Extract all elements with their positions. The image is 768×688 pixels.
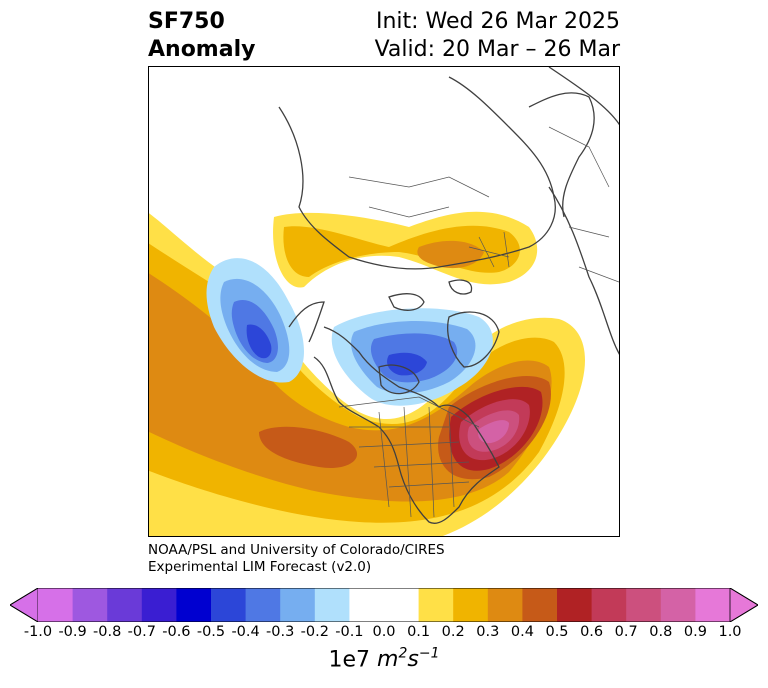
colorbar-tick-labels: -1.0 -0.9 -0.8 -0.7 -0.6 -0.5 -0.4 -0.3 -0.2 -0.1…: [0, 624, 768, 644]
colorbar-tick-label: 0.6: [580, 624, 604, 640]
colorbar-segment: [314, 588, 350, 622]
units-s: s: [407, 647, 419, 673]
colorbar-tick-label: -0.9: [58, 624, 87, 640]
colorbar-units: 1e7 m2s−1: [0, 646, 768, 672]
colorbar-tick-label: -0.3: [266, 624, 295, 640]
colorbar-tick-label: 0.2: [441, 624, 465, 640]
colorbar-segment: [384, 588, 420, 622]
colorbar-segment: [38, 588, 74, 622]
colorbar-segment: [695, 588, 731, 622]
political-borders: [338, 126, 619, 518]
colorbar-tick-label: -0.5: [196, 624, 226, 640]
map-title-left: SF750 Anomaly: [148, 8, 255, 64]
title-init-date: Init: Wed 26 Mar 2025: [375, 9, 620, 34]
colorbar-tick-label: -0.1: [335, 624, 364, 640]
colorbar-tick-label: 0.1: [407, 624, 431, 640]
colorbar-tick-label: 0.5: [545, 624, 569, 640]
colorbar: [10, 588, 758, 622]
colorbar-segment: [453, 588, 489, 622]
negative-anomaly-pacific: [206, 258, 304, 383]
colorbar-segment: [245, 588, 281, 622]
colorbar-tick-label: 0.4: [510, 624, 534, 640]
units-m-exponent: 2: [398, 646, 408, 662]
colorbar-segment: [522, 588, 558, 622]
map-title-right: Init: Wed 26 Mar 2025 Valid: 20 Mar – 26…: [375, 8, 620, 64]
colorbar-segment: [211, 588, 247, 622]
colorbar-max-extend-arrow: [729, 588, 758, 622]
colorbar-min-extend-arrow: [10, 588, 39, 622]
colorbar-tick-label: 0.0: [372, 624, 396, 640]
title-anomaly: Anomaly: [148, 37, 256, 62]
credit-line-2: Experimental LIM Forecast (v2.0): [148, 559, 372, 575]
units-prefix: 1e7: [328, 647, 378, 673]
colorbar-tick-label: -0.4: [231, 624, 260, 640]
colorbar-segment: [280, 588, 316, 622]
units-m: m: [377, 647, 399, 673]
coastlines: [278, 67, 619, 524]
colorbar-tick-label: 0.3: [476, 624, 500, 640]
anomaly-map: [149, 67, 619, 536]
title-valid-range: Valid: 20 Mar – 26 Mar: [374, 37, 620, 62]
colorbar-tick-label: 0.7: [614, 624, 638, 640]
colorbar-segment: [660, 588, 696, 622]
colorbar-segment: [72, 588, 108, 622]
colorbar-segment: [557, 588, 593, 622]
colorbar-tick-label: -0.2: [300, 624, 329, 640]
map-panel: [148, 66, 620, 537]
colorbar-segment: [418, 588, 454, 622]
colorbar-tick-label: 0.8: [649, 624, 673, 640]
colorbar-segment: [487, 588, 523, 622]
colorbar-tick-label: 1.0: [718, 624, 742, 640]
colorbar-tick-label: -0.8: [93, 624, 122, 640]
units-s-exponent: −1: [418, 646, 440, 662]
colorbar-segment: [591, 588, 627, 622]
colorbar-segment: [141, 588, 177, 622]
credit-line-1: NOAA/PSL and University of Colorado/CIRE…: [148, 542, 445, 558]
colorbar-segment: [349, 588, 385, 622]
colorbar-segment: [176, 588, 212, 622]
colorbar-tick-label: -0.7: [127, 624, 156, 640]
title-variable: SF750: [148, 9, 225, 34]
colorbar-tick-label: 0.9: [683, 624, 707, 640]
credit-text: NOAA/PSL and University of Colorado/CIRE…: [148, 542, 445, 576]
colorbar-tick-label: -1.0: [23, 624, 53, 640]
positive-anomaly-arctic: [273, 211, 538, 288]
colorbar-segment: [107, 588, 143, 622]
colorbar-tick-label: -0.6: [162, 624, 191, 640]
colorbar-segment: [626, 588, 662, 622]
